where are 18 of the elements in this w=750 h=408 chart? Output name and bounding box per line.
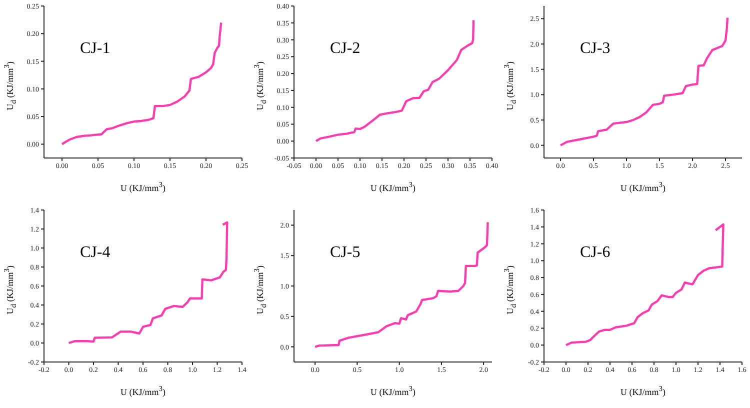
line-series bbox=[60, 21, 222, 146]
text: CJ-3 bbox=[580, 40, 610, 58]
x-axis-title: U (KJ/mm$^{3}$) bbox=[120, 384, 166, 397]
text: CJ-1 bbox=[80, 40, 110, 58]
x-axis-title: U (KJ/mm$^{3}$) bbox=[620, 180, 666, 193]
x-axis-title: U (KJ/mm$^{3}$) bbox=[620, 384, 666, 397]
text: CJ-5 bbox=[330, 244, 360, 262]
line-series bbox=[314, 221, 489, 348]
line-series bbox=[559, 16, 729, 146]
x-axis-title: U (KJ/mm$^{3}$) bbox=[120, 180, 166, 193]
line-series bbox=[564, 223, 724, 346]
text: CJ-4 bbox=[80, 244, 110, 262]
x-axis-title: U (KJ/mm$^{3}$) bbox=[370, 384, 416, 397]
text: CJ-6 bbox=[580, 244, 610, 262]
line-series bbox=[314, 19, 475, 142]
line-series bbox=[68, 221, 228, 344]
text: CJ-2 bbox=[330, 40, 360, 58]
x-axis-title: U (KJ/mm$^{3}$) bbox=[370, 180, 416, 193]
